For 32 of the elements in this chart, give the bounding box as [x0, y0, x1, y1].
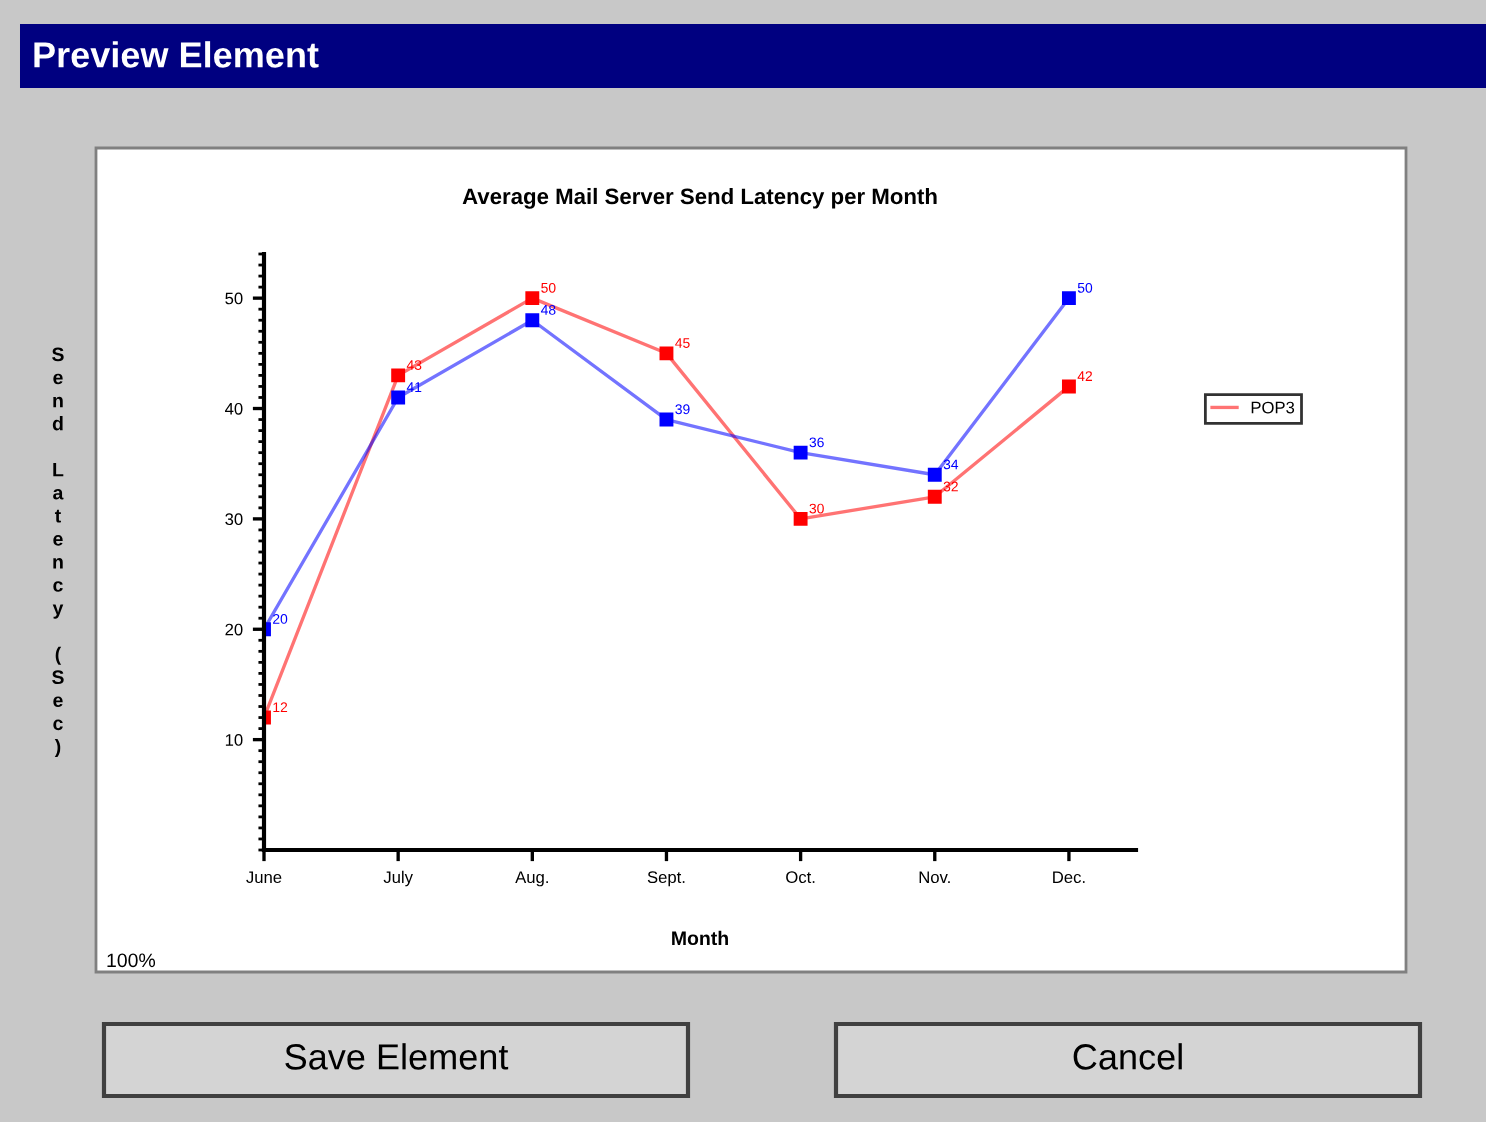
x-tick-label: Aug.	[515, 871, 548, 887]
legend-label: POP3	[1251, 401, 1295, 414]
point	[927, 489, 942, 504]
y-tick-label: 40	[225, 402, 243, 415]
point	[793, 511, 808, 526]
text: Send Latency (Sec)	[52, 347, 64, 758]
point	[793, 445, 808, 460]
text: Cancel	[1073, 1043, 1182, 1070]
x-axis-title: Month	[672, 930, 728, 946]
point	[659, 412, 674, 427]
point	[525, 313, 540, 328]
x-tick-label: June	[246, 871, 282, 884]
x-tick-label: Sept.	[647, 871, 685, 887]
y-tick-label: 10	[225, 734, 243, 746]
text: 100%	[107, 953, 156, 968]
point	[525, 291, 540, 306]
x-tick-label: Nov.	[919, 871, 950, 884]
x-tick-label: Dec.	[1053, 871, 1085, 884]
point	[391, 390, 406, 405]
text: Save Element	[285, 1043, 509, 1070]
y-tick-label: 20	[225, 623, 243, 636]
point	[927, 467, 942, 482]
y-tick-label: 30	[225, 513, 243, 526]
x-tick-label: July	[383, 870, 413, 887]
point	[391, 368, 406, 383]
chart-title: Average Mail Server Send Latency per Month	[462, 187, 937, 209]
point	[1061, 379, 1076, 394]
x-tick-label: Oct.	[786, 871, 815, 884]
y-tick-label: 50	[225, 292, 243, 305]
point	[659, 346, 674, 361]
text: Preview Element	[34, 41, 319, 68]
point	[1061, 291, 1076, 306]
